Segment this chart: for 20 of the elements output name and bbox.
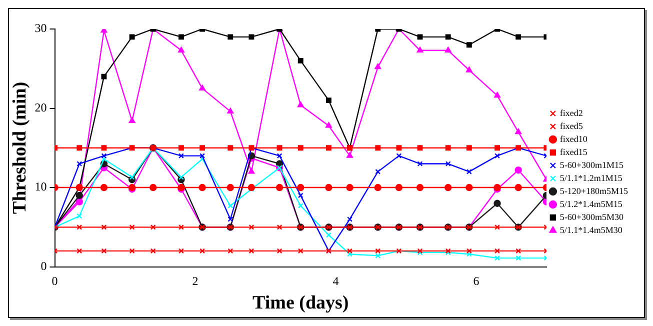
legend-label: fixed15	[560, 146, 588, 157]
legend-label: fixed10	[560, 134, 588, 144]
x-tick-label: 2	[192, 274, 198, 288]
x-tick-label: 4	[332, 274, 339, 288]
x-tick-label: 6	[473, 274, 480, 288]
y-tick-label: 20	[34, 100, 47, 114]
y-tick-label: 30	[34, 21, 47, 36]
legend-label: 5-120+180m5M15	[560, 186, 628, 196]
x-axis-title: Time (days)	[252, 292, 349, 314]
legend-label: 5/1.2*1.4m5M15	[560, 198, 623, 209]
legend-label: 5-60+300m5M30	[560, 212, 624, 222]
y-axis-title: Threshold (min)	[9, 82, 30, 214]
x-tick-label: 0	[52, 274, 58, 288]
legend-label: fixed2	[560, 108, 583, 118]
legend-label: fixed5	[560, 120, 584, 131]
y-tick-label: 0	[40, 258, 47, 273]
legend-label: 5-60+300m1M15	[560, 160, 624, 170]
legend-label: 5/1.1*1.2m1M15	[560, 172, 623, 183]
legend-label: 5/1.1*1.4m5M30	[560, 224, 623, 235]
y-tick-label: 10	[34, 180, 47, 194]
